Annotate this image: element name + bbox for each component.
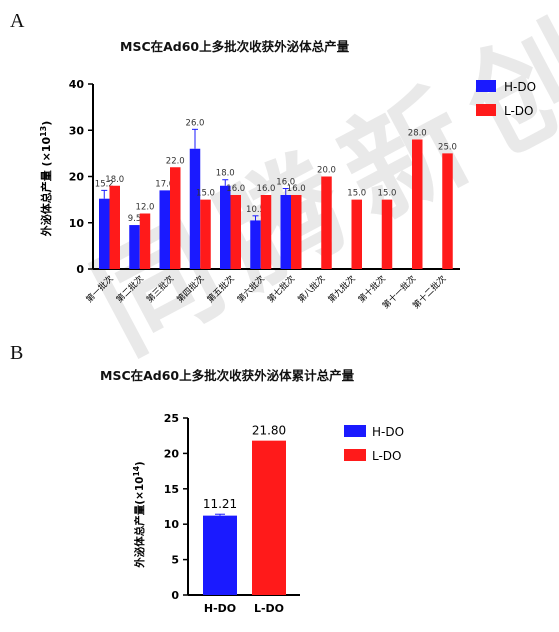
y-tick-label: 30 [69, 124, 85, 137]
x-tick-label: 第九批次 [326, 273, 358, 305]
x-tick-label: 第四批次 [175, 273, 207, 305]
y-axis-label: 外泌体总产量(×1014) [132, 461, 147, 568]
x-tick-label: 第三批次 [144, 273, 176, 305]
data-label: 28.0 [408, 129, 427, 139]
data-label: 20.0 [317, 166, 336, 176]
bar-h-do [280, 195, 291, 269]
panel-b-title: MSC在Ad60上多批次收获外泌体累计总产量 [100, 368, 355, 383]
panel-a-letter: A [10, 10, 25, 32]
y-tick-label: 20 [164, 447, 180, 460]
x-tick-label: 第八批次 [296, 273, 328, 305]
data-label: 18.0 [216, 169, 235, 179]
y-tick-label: 10 [69, 217, 85, 230]
x-tick-label: 第十二批次 [411, 273, 449, 311]
legend-label-l-do: L-DO [372, 449, 402, 463]
legend-label-h-do: H-DO [372, 425, 404, 439]
x-tick-label: 第五批次 [205, 273, 237, 305]
legend-swatch-l-do [344, 449, 366, 461]
bar-h-do [99, 198, 110, 269]
data-label: 26.0 [186, 118, 205, 128]
bar-l-do [442, 153, 453, 269]
y-tick-label: 0 [76, 263, 84, 276]
data-label: 15.0 [347, 189, 366, 199]
bar-l-do [381, 199, 393, 269]
data-label: 10.5 [246, 205, 265, 215]
bar-l-do [252, 440, 286, 595]
bar-l-do [230, 195, 241, 269]
y-axis-label-sup: 13 [39, 126, 48, 137]
data-label: 16.0 [287, 184, 306, 194]
y-axis-label-close: ) [134, 461, 146, 466]
data-label: 15.2 [95, 179, 114, 189]
y-axis-label-sup: 14 [132, 466, 141, 476]
legend-label-l-do: L-DO [504, 104, 534, 118]
bar-h-do [189, 148, 201, 269]
bar-l-do [412, 139, 423, 269]
legend-swatch-l-do [476, 104, 496, 116]
x-tick-label: L-DO [254, 602, 284, 615]
y-tick-label: 40 [69, 78, 85, 91]
panel-b: B MSC在Ad60上多批次收获外泌体累计总产量 0 5 10 15 20 25 外泌体总产… [0, 340, 559, 632]
chart-b-svg: 0 5 10 15 20 25 外泌体总产量(×1014) 11.21 H-DO 21.80 L-D… [132, 412, 405, 615]
data-label: 17.0 [155, 179, 174, 189]
y-axis-label-main: 外泌体总产量(×10 [133, 477, 146, 569]
data-label: 16.0 [226, 184, 245, 194]
data-label: 21.80 [252, 424, 286, 438]
bar-l-do [200, 199, 211, 269]
data-label: 25.0 [438, 142, 457, 152]
x-tick-label: 第七批次 [265, 273, 297, 305]
data-label: 15.0 [378, 189, 397, 199]
bar-l-do [351, 199, 362, 269]
y-tick-label: 10 [164, 518, 180, 531]
legend-swatch-h-do [476, 80, 496, 92]
bar-h-do [250, 220, 261, 269]
panel-a-title: MSC在Ad60上多批次收获外泌体总产量 [120, 39, 350, 54]
bar-l-do [170, 167, 181, 269]
y-tick-label: 0 [171, 589, 179, 602]
bar-h-do [220, 185, 231, 269]
bar-l-do [321, 176, 332, 269]
x-tick-label: 第二批次 [114, 273, 146, 305]
bar-l-do [291, 195, 302, 269]
data-label: 12.0 [136, 203, 155, 213]
y-axis-label: 外泌体总产量 (×1013) [39, 121, 54, 238]
bar-l-do [109, 185, 120, 269]
y-axis-label-main: 外泌体总产量 (×10 [39, 137, 53, 238]
panel-b-letter: B [10, 342, 24, 364]
bar-l-do [260, 195, 272, 269]
panel-a: A MSC在Ad60上多批次收获外泌体总产量 0 10 20 30 40 外泌体总产量 (… [10, 10, 537, 311]
y-tick-label: 5 [171, 554, 179, 567]
bar-h-do [129, 225, 140, 269]
bar-h-do [159, 190, 170, 269]
data-label: 9.5 [128, 214, 142, 224]
y-tick-label: 15 [164, 483, 179, 496]
bar-l-do [139, 213, 151, 269]
data-label: 15.0 [196, 189, 215, 199]
bar-h-do [203, 515, 237, 595]
legend-swatch-h-do [344, 425, 366, 437]
data-label: 22.0 [166, 156, 185, 166]
x-tick-label: 第六批次 [235, 273, 267, 305]
y-axis-label-close: ) [40, 121, 53, 126]
data-label: 16.0 [257, 184, 276, 194]
data-label: 16.0 [276, 178, 295, 188]
data-label: 18.0 [105, 175, 124, 185]
x-tick-label: H-DO [204, 602, 236, 615]
y-tick-label: 20 [69, 171, 85, 184]
data-label: 11.21 [203, 497, 237, 511]
x-tick-label: 第一批次 [84, 273, 116, 305]
legend-label-h-do: H-DO [504, 80, 536, 94]
y-tick-label: 25 [164, 412, 179, 425]
